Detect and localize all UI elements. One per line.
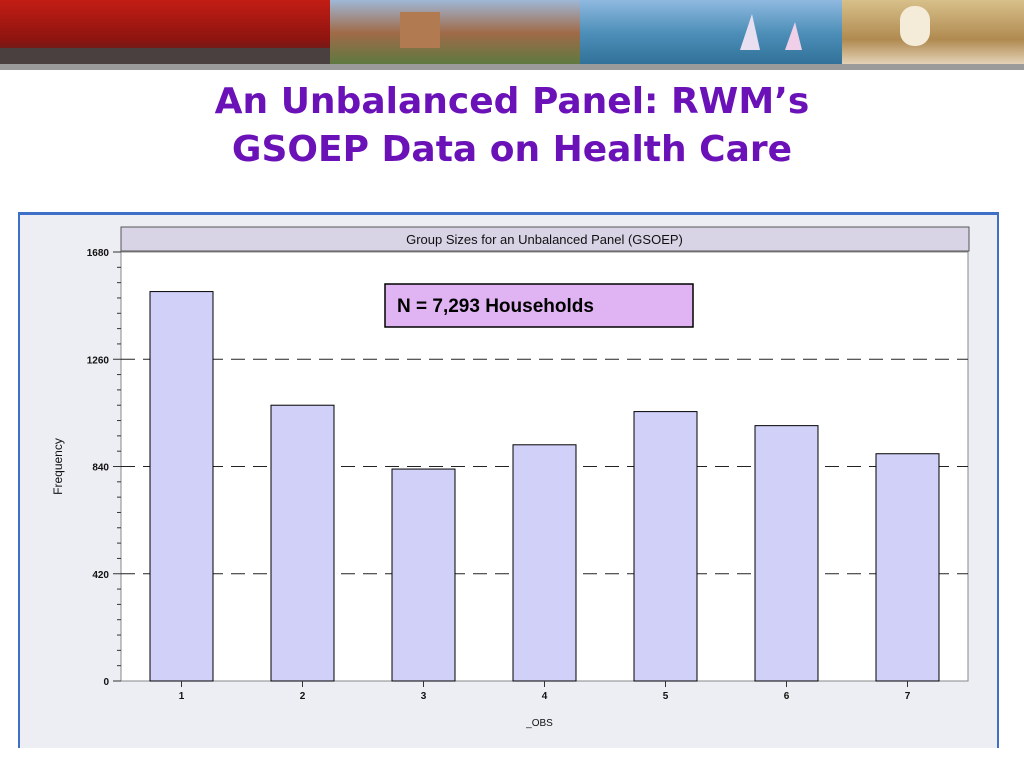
chart-title: Group Sizes for an Unbalanced Panel (GSO… bbox=[406, 232, 683, 247]
x-tick-label: 4 bbox=[542, 691, 548, 702]
bar[interactable] bbox=[633, 411, 698, 682]
lake-sailboats-photo bbox=[580, 0, 842, 66]
y-axis-label: Frequency bbox=[51, 438, 65, 495]
x-tick-label: 2 bbox=[300, 691, 306, 702]
x-tick-label: 6 bbox=[784, 691, 790, 702]
y-tick-label: 1680 bbox=[87, 248, 110, 259]
y-tick-label: 420 bbox=[92, 570, 109, 581]
chart-title-bar bbox=[120, 226, 970, 252]
x-tick-label: 7 bbox=[905, 691, 911, 702]
x-axis-label: _OBS bbox=[525, 718, 553, 729]
bar-chart: Group Sizes for an Unbalanced Panel (GSO… bbox=[51, 226, 970, 729]
x-tick-label: 1 bbox=[179, 691, 185, 702]
header-banner bbox=[0, 0, 1024, 70]
campus-building-photo bbox=[330, 0, 580, 66]
banner-shadow bbox=[0, 64, 1024, 70]
y-tick-label: 1260 bbox=[87, 355, 110, 366]
annotation-text: N = 7,293 Households bbox=[397, 296, 594, 317]
slide-title-line2: GSOEP Data on Health Care bbox=[231, 129, 793, 170]
annotation-box bbox=[384, 283, 694, 328]
sailboat-icon bbox=[740, 14, 760, 50]
x-tick-label: 5 bbox=[663, 691, 669, 702]
chapel-window bbox=[900, 6, 930, 46]
bar[interactable] bbox=[512, 444, 577, 682]
slide-title-line1: An Unbalanced Panel: RWM’s bbox=[214, 81, 810, 122]
bar[interactable] bbox=[875, 453, 940, 682]
chapel-interior-photo bbox=[842, 0, 1024, 66]
chart-window: Group Sizes for an Unbalanced Panel (GSO… bbox=[18, 212, 999, 748]
banner-photos bbox=[0, 0, 1024, 70]
bar[interactable] bbox=[391, 468, 456, 682]
building-tower bbox=[400, 12, 440, 48]
x-tick-label: 3 bbox=[421, 691, 427, 702]
bar[interactable] bbox=[754, 425, 819, 682]
slide-title: An Unbalanced Panel: RWM’s GSOEP Data on… bbox=[0, 78, 1024, 174]
bar[interactable] bbox=[149, 291, 214, 682]
sailboat-icon bbox=[785, 22, 802, 50]
y-tick-label: 840 bbox=[92, 463, 109, 474]
auditorium-seats bbox=[0, 48, 330, 66]
y-tick-label: 0 bbox=[103, 677, 109, 688]
bar[interactable] bbox=[270, 404, 335, 682]
